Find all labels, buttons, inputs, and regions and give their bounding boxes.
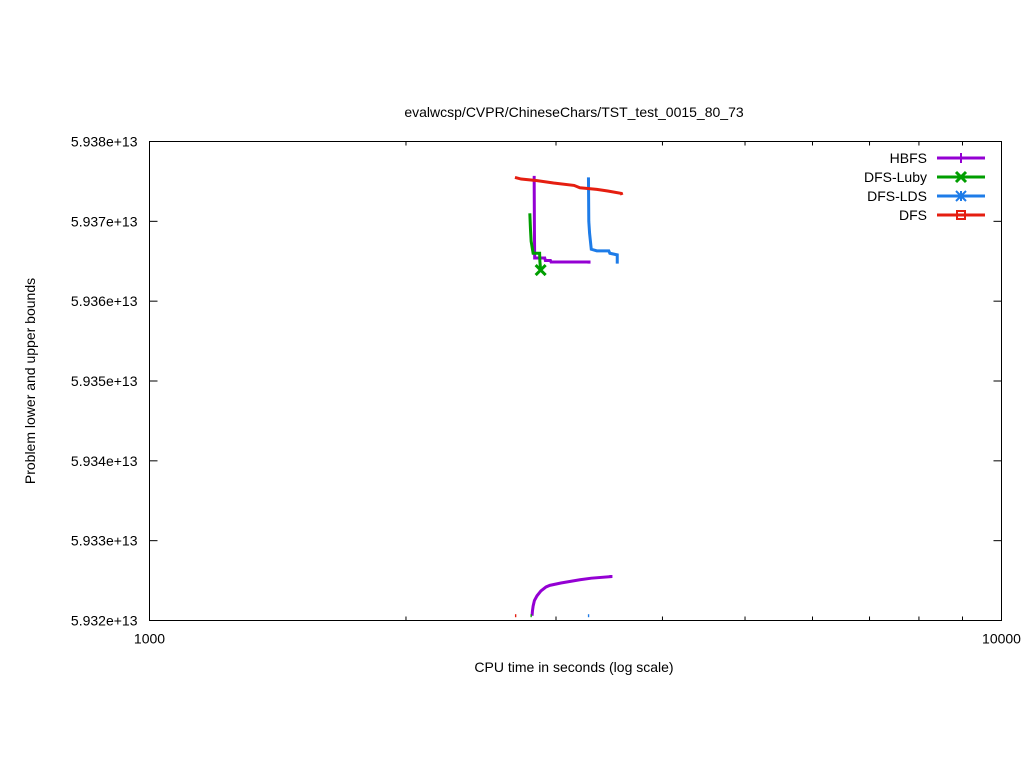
y-tick-label: 5.936e+13 bbox=[71, 293, 138, 309]
legend-label: HBFS bbox=[890, 150, 927, 166]
legend-marker bbox=[955, 190, 967, 202]
plot-frame bbox=[149, 141, 1002, 621]
series-layer bbox=[514, 175, 624, 618]
series-upper-line bbox=[532, 175, 591, 264]
legend-item: DFS-LDS bbox=[867, 188, 985, 204]
legend-item: DFS bbox=[899, 207, 985, 223]
y-tick-label: 5.935e+13 bbox=[71, 373, 138, 389]
x-tick-labels: 1000 10000 bbox=[134, 631, 1021, 647]
legend-label: DFS-Luby bbox=[864, 169, 927, 185]
series-hbfs bbox=[530, 175, 613, 616]
series-dfs bbox=[514, 175, 624, 618]
series-upper-line bbox=[514, 175, 624, 196]
legend: HBFS DFS-Luby DFS-LDS DFS bbox=[864, 150, 985, 223]
y-tick-label: 5.934e+13 bbox=[71, 453, 138, 469]
x-axis-label: CPU time in seconds (log scale) bbox=[474, 659, 673, 675]
chart-title: evalwcsp/CVPR/ChineseChars/TST_test_0015… bbox=[404, 104, 744, 120]
y-axis-label: Problem lower and upper bounds bbox=[22, 278, 38, 484]
series-upper-line bbox=[528, 213, 543, 271]
series-marker bbox=[534, 263, 547, 277]
x-tick-label: 1000 bbox=[134, 631, 165, 647]
legend-item: DFS-Luby bbox=[864, 169, 985, 185]
legend-label: DFS bbox=[899, 207, 927, 223]
axis-ticks bbox=[149, 141, 1002, 621]
series-upper-line bbox=[586, 177, 619, 264]
legend-label: DFS-LDS bbox=[867, 188, 927, 204]
y-tick-label: 5.933e+13 bbox=[71, 533, 138, 549]
x-tick-label: 10000 bbox=[982, 631, 1021, 647]
y-tick-label: 5.938e+13 bbox=[71, 134, 138, 150]
y-tick-label: 5.937e+13 bbox=[71, 213, 138, 229]
legend-item: HBFS bbox=[890, 150, 985, 166]
legend-marker bbox=[956, 153, 966, 163]
series-lower-line bbox=[530, 575, 613, 616]
legend-marker bbox=[956, 210, 966, 220]
y-tick-labels: 5.932e+13 5.933e+13 5.934e+13 5.935e+13 5.93… bbox=[71, 134, 138, 629]
legend-marker bbox=[954, 170, 968, 184]
y-tick-label: 5.932e+13 bbox=[71, 613, 138, 629]
series-dfs-luby bbox=[528, 213, 547, 618]
series-dfs-lds bbox=[586, 177, 619, 618]
